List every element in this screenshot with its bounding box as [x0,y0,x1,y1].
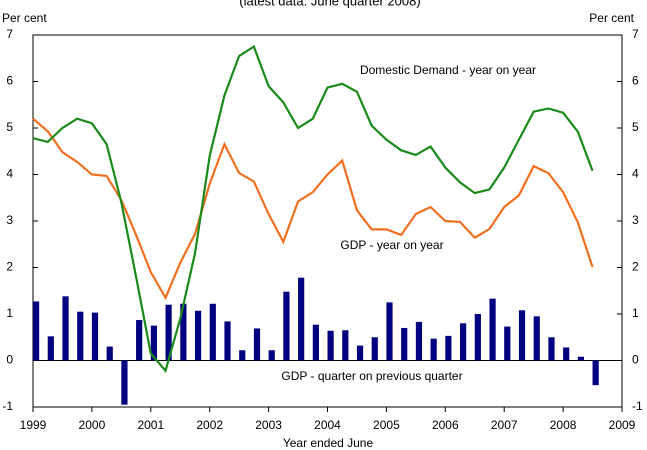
x-tick-label: 2003 [255,418,282,432]
line [32,44,594,374]
y-tick-label: 0 [6,353,13,367]
annotation: Domestic Demand - year on year [360,63,536,77]
bar [47,336,54,361]
bar [106,346,113,361]
bar [239,350,246,361]
y2-tick-label: -1 [632,399,643,413]
bar [415,321,423,361]
bar [268,350,275,361]
y-tick-label: 5 [6,120,13,134]
bar [548,337,555,361]
x-tick-label: 2007 [491,418,518,432]
bar [180,303,187,361]
bar [504,326,511,361]
x-tick-label: 2006 [432,418,459,432]
y-tick-label: 6 [6,74,13,88]
bar [121,360,128,405]
bar [371,337,378,361]
y2-axis-label: Per cent [589,11,634,25]
bar [224,321,231,361]
y2-tick-label: 4 [632,167,639,181]
y2-tick-label: 5 [632,120,639,134]
bar [209,303,216,361]
bar [474,314,481,361]
bar [430,338,437,361]
y-tick-label: 1 [6,306,13,320]
bar [298,277,305,361]
bar [460,323,467,361]
bar [577,356,585,361]
bar [342,330,349,361]
bar [136,320,143,361]
y2-tick-label: 2 [632,260,639,274]
bar [194,310,202,361]
bar [518,310,526,361]
x-tick-label: 2000 [79,418,106,432]
bar [533,316,540,361]
y-axis-label: Per cent [2,11,47,25]
bar [445,335,452,361]
x-tick-label: 2005 [373,418,400,432]
y2-tick-label: 1 [632,306,639,320]
y-tick-label: 4 [6,167,13,181]
bar [356,345,364,361]
y2-tick-label: 6 [632,74,639,88]
bar [283,291,290,361]
bar [489,298,496,361]
bar [592,360,599,386]
bar [62,296,69,361]
bar [563,347,570,361]
bar [165,304,172,361]
chart-title: (latest data: June quarter 2008) [239,0,420,8]
line [32,117,594,301]
x-tick-label: 2009 [609,418,636,432]
annotation: GDP - year on year [340,238,443,252]
y2-tick-label: 0 [632,353,639,367]
y-tick-label: 3 [6,213,13,227]
bar [77,311,84,361]
bar [33,301,40,361]
x-tick-label: 1999 [20,418,47,432]
x-tick-label: 2001 [137,418,164,432]
annotation: GDP - quarter on previous quarter [281,369,462,383]
y-tick-label: 2 [6,260,13,274]
bar [312,324,319,361]
x-tick-label: 2004 [314,418,341,432]
x-tick-label: 2002 [196,418,223,432]
x-axis-label: Year ended June [283,436,374,450]
bar [91,312,99,361]
bar [327,330,334,361]
bar [253,328,261,361]
y2-tick-label: 3 [632,213,639,227]
y-tick-label: 7 [6,27,13,41]
y2-tick-label: 7 [632,27,639,41]
bar [386,302,393,361]
x-tick-label: 2008 [550,418,577,432]
bar [150,325,157,361]
y-tick-label: -1 [2,399,13,413]
bar [401,327,408,361]
